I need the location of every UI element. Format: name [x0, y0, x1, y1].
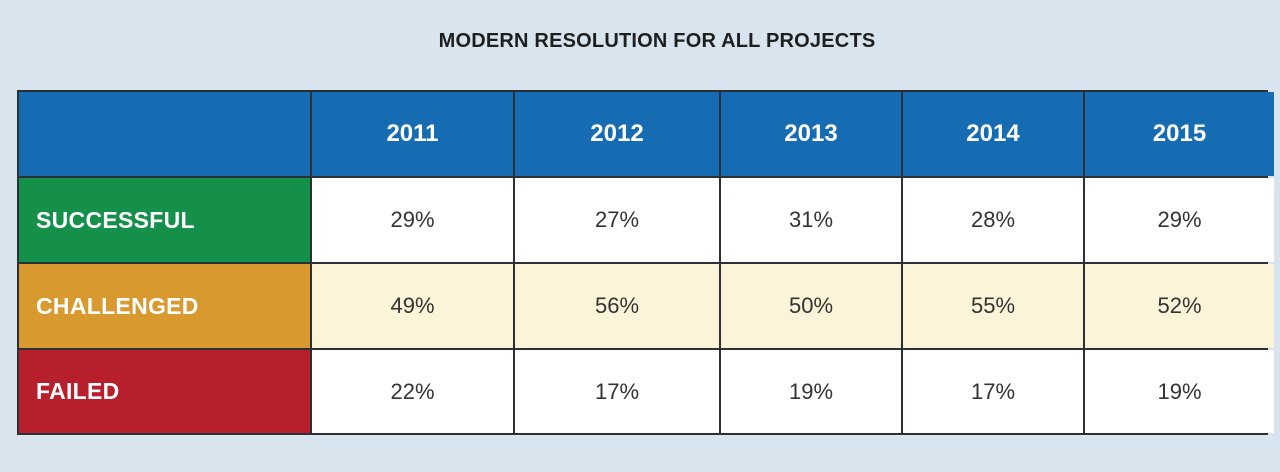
row-label-challenged: CHALLENGED: [19, 264, 310, 348]
cell-successful-2014: 28%: [903, 178, 1083, 262]
cell-successful-2012: 27%: [515, 178, 719, 262]
table-corner-cell: [19, 92, 310, 176]
cell-challenged-2015: 52%: [1085, 264, 1274, 348]
cell-challenged-2014: 55%: [903, 264, 1083, 348]
cell-challenged-2013: 50%: [721, 264, 901, 348]
column-header-2015: 2015: [1085, 92, 1274, 176]
column-header-2011: 2011: [312, 92, 513, 176]
cell-failed-2015: 19%: [1085, 350, 1274, 433]
cell-failed-2011: 22%: [312, 350, 513, 433]
chart-title: MODERN RESOLUTION FOR ALL PROJECTS: [438, 30, 876, 52]
cell-successful-2011: 29%: [312, 178, 513, 262]
cell-challenged-2011: 49%: [312, 264, 513, 348]
row-label-successful: SUCCESSFUL: [19, 178, 310, 262]
cell-failed-2012: 17%: [515, 350, 719, 433]
column-header-2012: 2012: [515, 92, 719, 176]
cell-failed-2014: 17%: [903, 350, 1083, 433]
cell-successful-2015: 29%: [1085, 178, 1274, 262]
row-label-failed: FAILED: [19, 350, 310, 433]
column-header-2014: 2014: [903, 92, 1083, 176]
column-header-2013: 2013: [721, 92, 901, 176]
cell-challenged-2012: 56%: [515, 264, 719, 348]
cell-failed-2013: 19%: [721, 350, 901, 433]
cell-successful-2013: 31%: [721, 178, 901, 262]
resolution-table: 2011 2012 2013 2014 2015 SUCCESSFUL 29% …: [17, 90, 1274, 435]
